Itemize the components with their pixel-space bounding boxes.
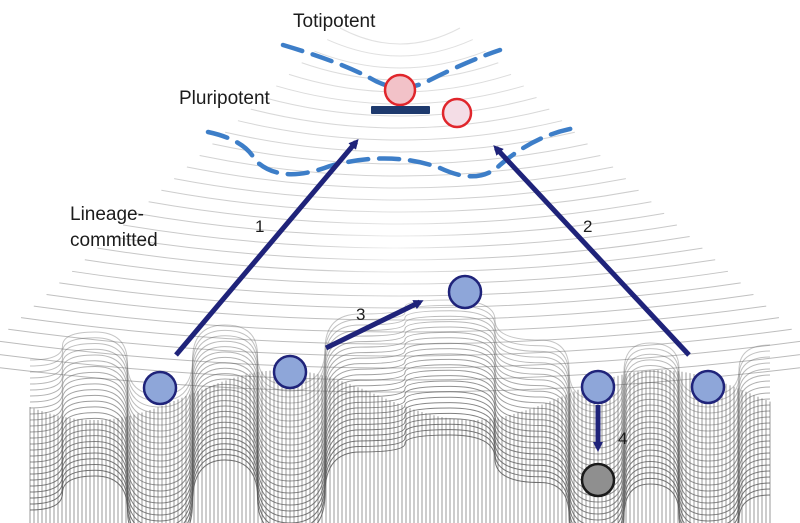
funnel-contour-line	[33, 305, 767, 333]
valley-contour-line	[29, 353, 771, 461]
valley-contour-line	[29, 402, 771, 515]
totipotent-boundary-line	[280, 42, 503, 90]
funnel-contour-line	[20, 317, 780, 345]
valley-contour-line	[29, 396, 771, 509]
funnel-contour-line	[263, 97, 537, 117]
totipotent-cell	[383, 73, 417, 107]
funnel-contour-line	[212, 143, 588, 165]
valley-contour-line	[29, 380, 771, 491]
valley-contour-line	[29, 358, 771, 467]
lineage-cell	[272, 354, 308, 390]
valley-contour-line	[29, 418, 771, 523]
valley-contour-line	[29, 348, 771, 455]
funnel-contour-line	[225, 131, 575, 153]
valley-contour-line	[29, 407, 771, 521]
funnel-contour-line	[0, 354, 800, 381]
valley-contour-line	[29, 342, 771, 449]
central-hill-highlight	[305, 175, 485, 325]
arrow-1	[174, 138, 359, 357]
totipotent-label: Totipotent	[293, 11, 376, 32]
arrow-4-label: 4	[618, 429, 627, 448]
funnel-contour-line	[327, 39, 473, 57]
pluripotent-cell	[441, 97, 473, 129]
funnel-contour-line	[250, 108, 550, 129]
valley-contour-line	[29, 429, 771, 523]
pluripotent-label: Pluripotent	[179, 88, 271, 109]
arrow-2	[493, 145, 691, 357]
arrow-1-label: 1	[255, 217, 264, 236]
valley-contour-line	[29, 412, 771, 523]
lineage-committed-label-line1: Lineage-	[70, 204, 144, 225]
valley-contour-line	[29, 364, 771, 473]
funnel-contour-line	[339, 27, 461, 45]
valley-contour-line	[29, 375, 771, 485]
valley-contour-line	[29, 423, 771, 523]
funnel-contour-line	[314, 50, 486, 69]
lineage-committed-label-line2: committed	[70, 230, 158, 251]
terminal-cell	[580, 462, 616, 498]
valley-contour-line	[29, 385, 771, 497]
arrow-3-label: 3	[356, 305, 365, 324]
barrier-bar	[371, 106, 430, 114]
pluripotent-boundary-line	[205, 125, 578, 179]
valley-contour-line	[29, 434, 771, 523]
valley-contour-line	[29, 391, 771, 503]
arrow-3	[324, 299, 424, 351]
transdifferentiated-cell	[447, 274, 483, 310]
valley-contour-line	[29, 369, 771, 479]
lineage-cell	[580, 369, 616, 405]
funnel-contour-line	[237, 120, 563, 141]
lineage-cell	[690, 369, 726, 405]
lineage-cell	[142, 370, 178, 406]
arrow-2-label: 2	[583, 217, 592, 236]
